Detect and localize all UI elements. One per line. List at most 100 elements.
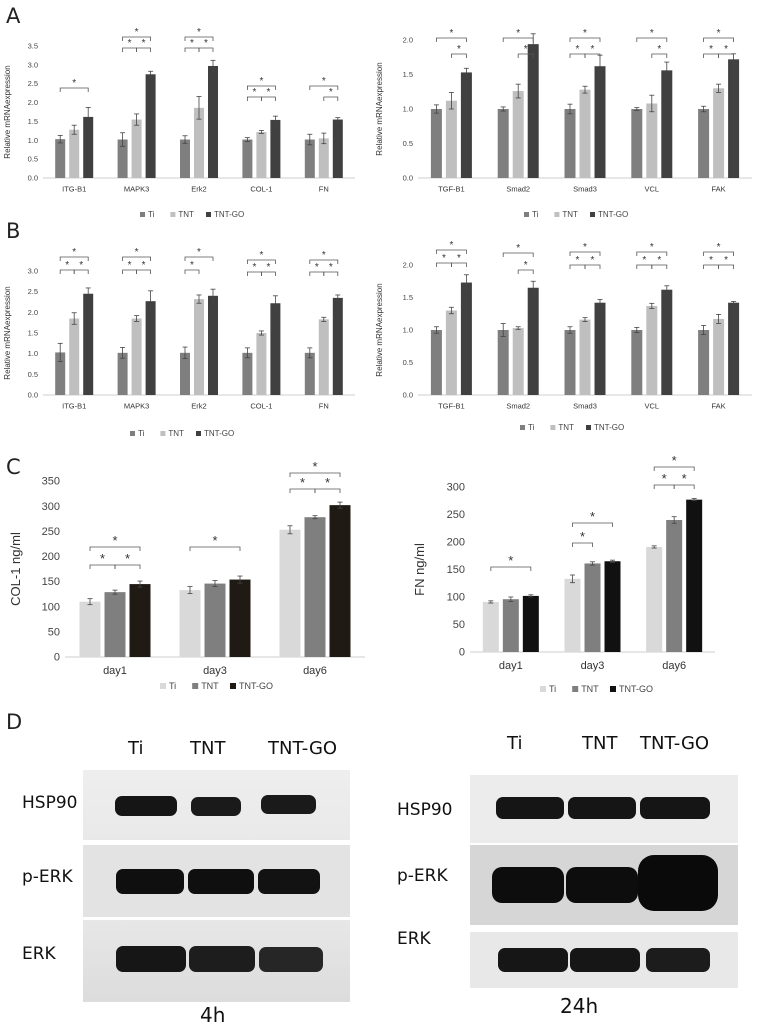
ytick-label: 0 [54, 652, 60, 664]
legend-swatch-ti [160, 683, 166, 689]
significance-bracket [636, 37, 668, 42]
bar-b2-tnt-3 [646, 305, 658, 395]
significance-star: * [112, 533, 117, 548]
bar-b1-tnt-4 [318, 319, 329, 395]
significance-bracket [718, 264, 734, 269]
legend-swatch-tnt-go [610, 686, 616, 692]
bar-a1-ti-2 [180, 139, 190, 178]
category-label-c2: day3 [581, 660, 605, 672]
ytick-label: 300 [447, 482, 465, 494]
bar-a1-tnt-go-1 [145, 74, 156, 178]
significance-star: * [709, 44, 713, 55]
bar-b2-tnt-4 [713, 318, 725, 395]
legend-swatch-tnt-go [590, 212, 595, 217]
significance-star: * [662, 471, 667, 486]
band-hsp90-24h-tnt [568, 797, 636, 819]
category-label-b2: TGF-B1 [438, 402, 465, 411]
ytick-label: 200 [447, 537, 465, 549]
significance-star: * [204, 38, 208, 49]
panel-label-b: B [6, 219, 21, 243]
legend-label-tnt-go: TNT-GO [214, 210, 244, 219]
ytick-label: 0.0 [28, 391, 38, 400]
category-label-a2: Smad3 [573, 185, 597, 194]
bar-b2-ti-2 [564, 330, 576, 395]
category-label-b1: MAPK3 [124, 402, 149, 411]
legend-swatch-tnt-go [586, 425, 591, 430]
category-label-a2: FAK [712, 185, 726, 194]
category-label-a1: FN [319, 185, 329, 194]
bar-a1-tnt-go-3 [270, 119, 281, 178]
ytick-label: 3.0 [28, 60, 38, 69]
significance-star: * [457, 44, 461, 55]
ytick-label: 50 [48, 627, 60, 639]
bar-c1-ti-0 [79, 601, 101, 657]
ytick-label: 200 [42, 551, 60, 563]
bar-c2-ti-0 [482, 601, 499, 652]
legend-label-tnt: TNT [178, 210, 194, 219]
legend-swatch-tnt [550, 425, 556, 430]
significance-star: * [583, 242, 587, 253]
ytick-label: 1.0 [403, 326, 413, 335]
legend-swatch-tnt [170, 212, 176, 217]
bar-b1-ti-3 [242, 352, 253, 395]
legend-label-tnt: TNT [201, 681, 219, 691]
bar-b1-tnt-go-4 [332, 297, 343, 395]
significance-star: * [259, 76, 263, 87]
significance-bracket [502, 37, 534, 42]
significance-bracket [490, 566, 532, 571]
ytick-label: 0.5 [28, 155, 38, 164]
ytick-label: 1.0 [28, 349, 38, 358]
significance-star: * [266, 262, 270, 273]
significance-bracket [309, 259, 339, 264]
panel-label-a: A [6, 4, 21, 28]
bar-a2-tnt-0 [445, 100, 457, 178]
legend-label-tnt: TNT [562, 210, 578, 219]
category-label-c1: day1 [103, 665, 127, 677]
band-hsp90-4h-tntgo [261, 795, 316, 814]
category-label-c2: day6 [662, 660, 686, 672]
significance-star: * [672, 453, 677, 468]
bar-b1-ti-1 [117, 352, 128, 395]
significance-bracket [114, 564, 141, 569]
significance-bracket [651, 53, 668, 58]
legend-swatch-tnt-go [206, 212, 211, 217]
ytick-label: 2.0 [28, 308, 38, 317]
band-erk-4h-tntgo [259, 947, 323, 972]
ytick-label: 1.5 [28, 329, 38, 338]
category-label-b1: ITG-B1 [62, 402, 86, 411]
significance-star: * [516, 243, 520, 254]
ytick-label: 2.0 [28, 98, 38, 107]
significance-star: * [449, 28, 453, 39]
significance-bracket [323, 96, 339, 101]
category-label-b1: COL-1 [250, 402, 272, 411]
ytick-label: 2.5 [28, 287, 38, 296]
significance-star: * [576, 255, 580, 266]
bar-a1-tnt-go-0 [83, 116, 94, 178]
legend-swatch-tnt-go [230, 683, 236, 689]
legend-label-tnt-go: TNT-GO [598, 210, 628, 219]
category-label-b1: FN [319, 402, 329, 411]
band-perk-4h-tntgo [258, 869, 320, 894]
significance-star: * [682, 471, 687, 486]
significance-star: * [709, 255, 713, 266]
bar-b2-ti-3 [631, 330, 643, 395]
significance-star: * [197, 27, 201, 38]
bar-b2-tnt-0 [445, 310, 457, 395]
bar-c2-tnt-go-0 [522, 595, 539, 652]
significance-bracket [122, 36, 151, 41]
bar-a2-tnt-2 [579, 89, 591, 178]
significance-bracket [136, 269, 151, 274]
bar-a2-ti-4 [698, 109, 710, 178]
ytick-label: 2.0 [403, 36, 413, 45]
ytick-label: 1.5 [403, 293, 413, 302]
ytick-label: 0.0 [28, 174, 38, 183]
category-label-b2: Smad3 [573, 402, 597, 411]
lane-label-tnt-4h: TNT [190, 738, 226, 759]
time-label-24h: 24h [560, 994, 599, 1018]
bar-a1-ti-0 [55, 139, 66, 178]
significance-bracket [517, 269, 534, 274]
significance-star: * [79, 260, 83, 271]
bar-c1-tnt-0 [104, 592, 126, 657]
bar-a2-tnt-4 [713, 88, 725, 178]
bar-a1-tnt-4 [318, 138, 329, 178]
